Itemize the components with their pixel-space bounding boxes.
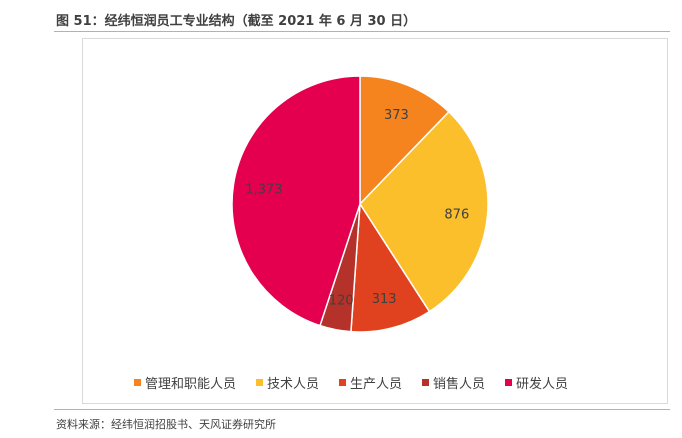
legend-item-3: 生产人员 [339,377,402,392]
slice-label-5: 1,373 [245,183,282,198]
legend-label-3: 生产人员 [350,377,402,392]
legend-item-5: 研发人员 [505,376,568,392]
legend-swatch-4 [422,379,429,386]
source-note: 资料来源：经纬恒润招股书、天风证券研究所 [56,418,276,431]
legend-swatch-1 [134,379,141,386]
legend-label-5: 研发人员 [516,376,568,392]
legend-item-1: 管理和职能人员 [134,377,236,392]
slice-label-3: 313 [372,292,397,307]
legend-swatch-2 [256,379,263,386]
figure-title: 图 51：经纬恒润员工专业结构（截至 2021 年 6 月 30 日） [56,14,417,29]
slice-label-2: 876 [444,207,469,222]
legend-label-2: 技术人员 [267,377,319,392]
pie-slice-2 [359,110,489,313]
legend-label-1: 管理和职能人员 [145,377,236,392]
legend-swatch-5 [505,379,512,386]
legend-swatch-3 [339,379,346,386]
source-rule [54,409,670,410]
chart-frame [82,38,668,404]
legend-item-4: 销售人员 [422,376,485,392]
title-rule [54,31,670,32]
legend-item-2: 技术人员 [256,377,319,392]
pie-slice-3 [350,201,431,333]
pie-slice-1 [359,75,450,206]
legend-label-4: 销售人员 [433,376,485,392]
slice-label-4: 120 [329,293,354,308]
pie-slice-5 [231,75,361,327]
slice-label-1: 373 [384,108,409,123]
